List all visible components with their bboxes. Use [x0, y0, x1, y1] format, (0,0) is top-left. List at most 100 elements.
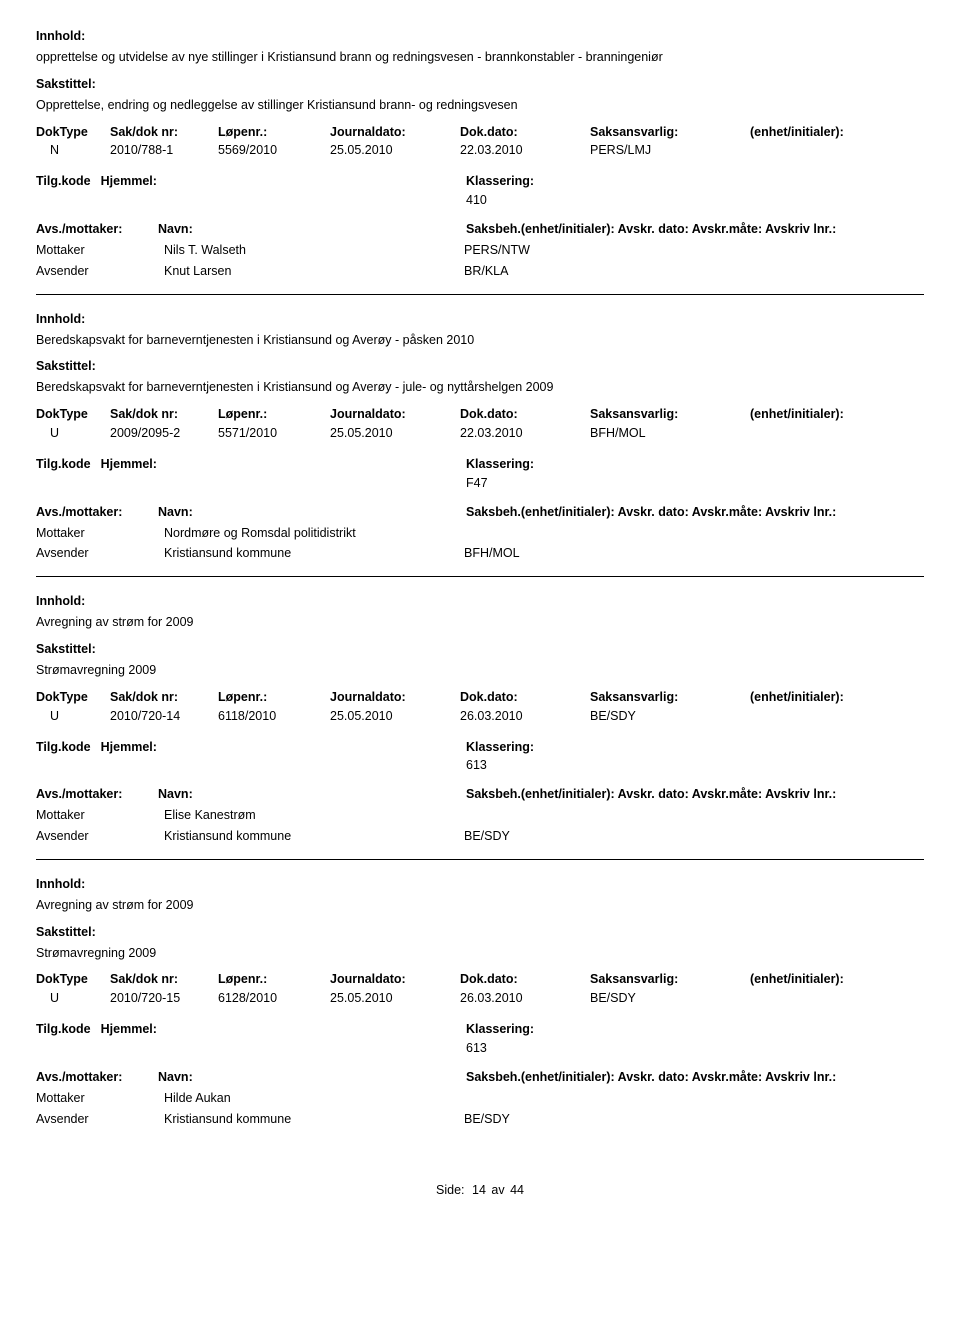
mottaker-code: PERS/NTW — [464, 242, 924, 259]
tilg-row: Tilg.kode Hjemmel: Klassering: 410 — [36, 173, 924, 209]
hjemmel-label: Hjemmel: — [101, 456, 157, 492]
sakstittel-text: Strømavregning 2009 — [36, 945, 924, 962]
footer-sep: av — [491, 1183, 504, 1197]
val-doktype: N — [36, 142, 110, 159]
val-saksansvarlig: PERS/LMJ — [590, 142, 750, 159]
mottaker-code — [464, 807, 924, 824]
avsender-label: Avsender — [36, 1111, 164, 1128]
footer-current: 14 — [472, 1183, 486, 1197]
hdr-doktype: DokType — [36, 124, 110, 141]
avsender-code: BFH/MOL — [464, 545, 924, 562]
avsender-row: Avsender Kristiansund kommune BE/SDY — [36, 828, 924, 845]
hdr-lopenr: Løpenr.: — [218, 124, 330, 141]
val-enhet — [750, 990, 910, 1007]
field-value-row: U 2009/2095-2 5571/2010 25.05.2010 22.03… — [36, 425, 924, 442]
avsmottaker-label: Avs./mottaker: — [36, 221, 148, 238]
field-header-row: DokType Sak/dok nr: Løpenr.: Journaldato… — [36, 689, 924, 706]
mottaker-row: Mottaker Nordmøre og Romsdal politidistr… — [36, 525, 924, 542]
hdr-lopenr: Løpenr.: — [218, 406, 330, 423]
innhold-text: Avregning av strøm for 2009 — [36, 614, 924, 631]
val-saksansvarlig: BE/SDY — [590, 708, 750, 725]
avsender-label: Avsender — [36, 545, 164, 562]
innhold-label: Innhold: — [36, 876, 924, 893]
hdr-lopenr: Løpenr.: — [218, 971, 330, 988]
field-value-row: N 2010/788-1 5569/2010 25.05.2010 22.03.… — [36, 142, 924, 159]
hdr-enhet: (enhet/initialer): — [750, 124, 910, 141]
val-sakdoknr: 2010/720-14 — [110, 708, 218, 725]
sakstittel-label: Sakstittel: — [36, 76, 924, 93]
hdr-dokdato: Dok.dato: — [460, 406, 590, 423]
val-lopenr: 5569/2010 — [218, 142, 330, 159]
sakstittel-label: Sakstittel: — [36, 641, 924, 658]
mottaker-label: Mottaker — [36, 807, 164, 824]
sakstittel-text: Strømavregning 2009 — [36, 662, 924, 679]
avsmottaker-label: Avs./mottaker: — [36, 786, 148, 803]
avsender-row: Avsender Kristiansund kommune BFH/MOL — [36, 545, 924, 562]
hdr-doktype: DokType — [36, 689, 110, 706]
val-enhet — [750, 708, 910, 725]
record-separator — [36, 576, 924, 577]
avs-header-row: Avs./mottaker: Navn: Saksbeh.(enhet/init… — [36, 1069, 924, 1086]
innhold-text: Beredskapsvakt for barneverntjenesten i … — [36, 332, 924, 349]
hdr-saksansvarlig: Saksansvarlig: — [590, 689, 750, 706]
hdr-journaldato: Journaldato: — [330, 971, 460, 988]
hdr-journaldato: Journaldato: — [330, 689, 460, 706]
val-sakdoknr: 2010/720-15 — [110, 990, 218, 1007]
mottaker-name: Hilde Aukan — [164, 1090, 464, 1107]
val-doktype: U — [36, 425, 110, 442]
sakstittel-label: Sakstittel: — [36, 358, 924, 375]
mottaker-code — [464, 525, 924, 542]
mottaker-row: Mottaker Hilde Aukan — [36, 1090, 924, 1107]
page-footer: Side: 14 av 44 — [36, 1182, 924, 1199]
mottaker-name: Nils T. Walseth — [164, 242, 464, 259]
journal-record: Innhold: Beredskapsvakt for barneverntje… — [36, 311, 924, 563]
hjemmel-label: Hjemmel: — [101, 739, 157, 775]
mottaker-code — [464, 1090, 924, 1107]
avsender-row: Avsender Kristiansund kommune BE/SDY — [36, 1111, 924, 1128]
innhold-label: Innhold: — [36, 28, 924, 45]
hdr-dokdato: Dok.dato: — [460, 971, 590, 988]
hdr-dokdato: Dok.dato: — [460, 689, 590, 706]
avsender-name: Kristiansund kommune — [164, 545, 464, 562]
mottaker-name: Nordmøre og Romsdal politidistrikt — [164, 525, 464, 542]
avsender-label: Avsender — [36, 263, 164, 280]
avsender-label: Avsender — [36, 828, 164, 845]
innhold-text: opprettelse og utvidelse av nye stilling… — [36, 49, 924, 66]
field-header-row: DokType Sak/dok nr: Løpenr.: Journaldato… — [36, 124, 924, 141]
klassering-label: Klassering: — [466, 739, 924, 756]
hdr-enhet: (enhet/initialer): — [750, 406, 910, 423]
tilgkode-label: Tilg.kode — [36, 173, 91, 209]
navn-label: Navn: — [158, 786, 193, 803]
avsmottaker-label: Avs./mottaker: — [36, 504, 148, 521]
avsender-code: BE/SDY — [464, 828, 924, 845]
hdr-sakdoknr: Sak/dok nr: — [110, 689, 218, 706]
footer-total: 44 — [510, 1183, 524, 1197]
val-journaldato: 25.05.2010 — [330, 142, 460, 159]
val-doktype: U — [36, 708, 110, 725]
mottaker-label: Mottaker — [36, 525, 164, 542]
hdr-sakdoknr: Sak/dok nr: — [110, 971, 218, 988]
tilgkode-label: Tilg.kode — [36, 1021, 91, 1057]
hdr-journaldato: Journaldato: — [330, 124, 460, 141]
tilgkode-label: Tilg.kode — [36, 456, 91, 492]
mottaker-row: Mottaker Elise Kanestrøm — [36, 807, 924, 824]
avs-header-row: Avs./mottaker: Navn: Saksbeh.(enhet/init… — [36, 786, 924, 803]
tilgkode-label: Tilg.kode — [36, 739, 91, 775]
klassering-value: 613 — [466, 757, 924, 774]
journal-record: Innhold: opprettelse og utvidelse av nye… — [36, 28, 924, 280]
journal-record: Innhold: Avregning av strøm for 2009 Sak… — [36, 876, 924, 1128]
avsender-code: BR/KLA — [464, 263, 924, 280]
hdr-saksansvarlig: Saksansvarlig: — [590, 971, 750, 988]
val-journaldato: 25.05.2010 — [330, 425, 460, 442]
val-doktype: U — [36, 990, 110, 1007]
innhold-label: Innhold: — [36, 593, 924, 610]
avsender-row: Avsender Knut Larsen BR/KLA — [36, 263, 924, 280]
val-saksansvarlig: BE/SDY — [590, 990, 750, 1007]
navn-label: Navn: — [158, 504, 193, 521]
val-lopenr: 6118/2010 — [218, 708, 330, 725]
tilg-row: Tilg.kode Hjemmel: Klassering: 613 — [36, 739, 924, 775]
avsmottaker-label: Avs./mottaker: — [36, 1069, 148, 1086]
val-dokdato: 26.03.2010 — [460, 708, 590, 725]
hdr-doktype: DokType — [36, 406, 110, 423]
hdr-saksansvarlig: Saksansvarlig: — [590, 406, 750, 423]
